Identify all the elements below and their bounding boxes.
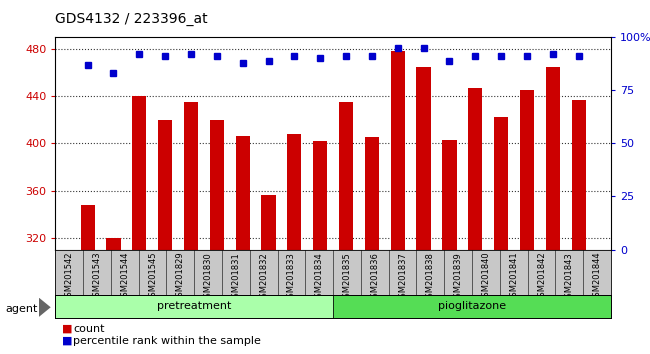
Text: GSM201842: GSM201842 bbox=[537, 252, 546, 303]
Text: GDS4132 / 223396_at: GDS4132 / 223396_at bbox=[55, 12, 208, 27]
Bar bbox=[287, 134, 302, 250]
Bar bbox=[184, 102, 198, 250]
Text: GSM201844: GSM201844 bbox=[593, 252, 602, 303]
Bar bbox=[261, 195, 276, 250]
Text: GSM201841: GSM201841 bbox=[509, 252, 518, 303]
Bar bbox=[107, 238, 120, 250]
Text: ■: ■ bbox=[62, 324, 72, 333]
Text: pretreatment: pretreatment bbox=[157, 301, 231, 312]
Text: GSM201840: GSM201840 bbox=[482, 252, 491, 303]
Text: GSM201839: GSM201839 bbox=[454, 252, 463, 303]
Bar bbox=[442, 140, 456, 250]
Text: agent: agent bbox=[5, 304, 38, 314]
Bar bbox=[571, 100, 586, 250]
Text: GSM201542: GSM201542 bbox=[64, 252, 73, 302]
Text: GSM201836: GSM201836 bbox=[370, 252, 380, 303]
Text: pioglitazone: pioglitazone bbox=[438, 301, 506, 312]
Text: GSM201834: GSM201834 bbox=[315, 252, 324, 303]
Text: GSM201830: GSM201830 bbox=[203, 252, 213, 303]
Bar bbox=[417, 67, 431, 250]
Bar bbox=[520, 90, 534, 250]
Text: GSM201833: GSM201833 bbox=[287, 252, 296, 303]
Bar bbox=[391, 51, 405, 250]
Text: GSM201829: GSM201829 bbox=[176, 252, 185, 303]
Text: GSM201543: GSM201543 bbox=[92, 252, 101, 303]
Text: percentile rank within the sample: percentile rank within the sample bbox=[73, 336, 261, 346]
Text: count: count bbox=[73, 324, 105, 333]
Bar bbox=[494, 118, 508, 250]
Text: GSM201544: GSM201544 bbox=[120, 252, 129, 302]
Bar bbox=[333, 295, 611, 318]
Polygon shape bbox=[39, 298, 51, 317]
Bar bbox=[235, 136, 250, 250]
Text: GSM201545: GSM201545 bbox=[148, 252, 157, 302]
Text: GSM201831: GSM201831 bbox=[231, 252, 240, 303]
Bar bbox=[468, 88, 482, 250]
Text: GSM201838: GSM201838 bbox=[426, 252, 435, 303]
Bar bbox=[81, 205, 95, 250]
Text: GSM201832: GSM201832 bbox=[259, 252, 268, 303]
Bar bbox=[210, 120, 224, 250]
Bar bbox=[546, 67, 560, 250]
Bar bbox=[132, 96, 146, 250]
Text: GSM201843: GSM201843 bbox=[565, 252, 574, 303]
Bar bbox=[339, 102, 353, 250]
Text: GSM201835: GSM201835 bbox=[343, 252, 352, 303]
Bar bbox=[55, 295, 333, 318]
Bar bbox=[313, 141, 328, 250]
Text: GSM201837: GSM201837 bbox=[398, 252, 407, 303]
Bar bbox=[365, 137, 379, 250]
Bar bbox=[158, 120, 172, 250]
Text: ■: ■ bbox=[62, 336, 72, 346]
